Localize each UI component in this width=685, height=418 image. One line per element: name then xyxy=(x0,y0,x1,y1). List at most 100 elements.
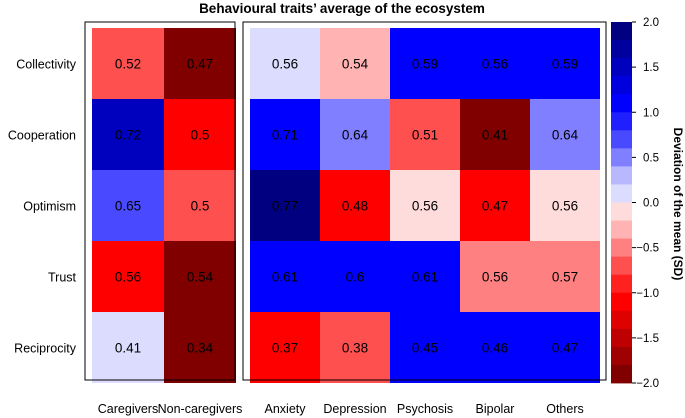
column-label: Anxiety xyxy=(265,402,307,416)
heatmap-cell xyxy=(530,241,600,312)
cell-value-label: 0.56 xyxy=(482,57,508,72)
heatmap-cell xyxy=(164,99,236,170)
cell-value-label: 0.37 xyxy=(272,341,298,356)
cell-value-label: 0.5 xyxy=(191,128,210,143)
colorbar-segment xyxy=(611,274,632,294)
colorbar-segment xyxy=(611,130,632,149)
heatmap-cell xyxy=(164,312,236,383)
row-label: Reciprocity xyxy=(14,342,77,356)
cell-value-label: 0.38 xyxy=(342,341,368,356)
cell-value-label: 0.59 xyxy=(552,57,578,72)
heatmap-cell xyxy=(390,28,460,99)
cell-value-label: 0.56 xyxy=(115,270,141,285)
colorbar-segment xyxy=(611,40,632,59)
colorbar-tick-label: 2.0 xyxy=(643,17,659,29)
cell-value-label: 0.61 xyxy=(412,270,438,285)
heatmap-cell xyxy=(320,241,390,312)
heatmap-cell xyxy=(460,28,530,99)
colorbar-segment xyxy=(611,364,632,384)
cell-value-label: 0.72 xyxy=(115,128,141,143)
cell-value-label: 0.51 xyxy=(412,128,438,143)
colorbar-tick-label: −0.5 xyxy=(636,243,659,255)
heatmap-cell xyxy=(530,28,600,99)
column-label: Psychosis xyxy=(397,402,453,416)
row-label: Collectivity xyxy=(16,58,76,72)
cell-value-label: 0.48 xyxy=(342,199,368,214)
colorbar-segment xyxy=(611,346,632,366)
heatmap-cell xyxy=(250,99,320,170)
colorbar-segment xyxy=(611,148,632,167)
cell-value-label: 0.46 xyxy=(482,341,508,356)
cell-value-label: 0.52 xyxy=(115,57,141,72)
colorbar-segment xyxy=(611,310,632,330)
cell-value-label: 0.65 xyxy=(115,199,141,214)
cell-value-label: 0.34 xyxy=(187,341,214,356)
heatmap-cell xyxy=(460,312,530,383)
heatmap-cell xyxy=(320,28,390,99)
column-label: Bipolar xyxy=(476,402,515,416)
colorbar-segment xyxy=(611,256,632,276)
heatmap-cell xyxy=(92,28,164,99)
row-labels: Collectivity Cooperation Optimism Trust Reci… xyxy=(8,58,77,356)
colorbar-segment xyxy=(611,328,632,348)
row-label: Cooperation xyxy=(8,129,76,143)
heatmap-cell xyxy=(320,312,390,383)
heatmap-cell xyxy=(320,170,390,241)
colorbar-tick-label: 1.5 xyxy=(643,62,659,74)
heatmap-cell xyxy=(92,312,164,383)
heatmap-cell xyxy=(164,170,236,241)
heatmap-cell xyxy=(460,170,530,241)
row-label: Trust xyxy=(48,271,77,285)
heatmap-cell xyxy=(320,99,390,170)
colorbar-segment xyxy=(611,94,632,113)
colorbar-label: Deviation of the mean (SD) xyxy=(671,128,685,281)
column-labels: Caregivers Non-caregivers Anxiety Depressio… xyxy=(98,402,584,416)
chart-title: Behavioural traits’ average of the ecosy… xyxy=(199,1,485,16)
cell-value-label: 0.6 xyxy=(346,270,365,285)
cell-value-label: 0.56 xyxy=(552,199,578,214)
colorbar-segment xyxy=(611,76,632,95)
heatmap-cell xyxy=(164,28,236,99)
colorbar-segment xyxy=(611,166,632,185)
cell-value-label: 0.71 xyxy=(272,128,298,143)
panel-frame xyxy=(242,21,607,381)
cell-value-label: 0.47 xyxy=(482,199,508,214)
colorbar: 2.0 1.5 1.0 0.5 0.0 −0.5 −1.0 −1.5 −2.0 xyxy=(611,17,659,390)
cell-value-label: 0.64 xyxy=(342,128,369,143)
cell-value-label: 0.45 xyxy=(412,341,438,356)
heatmap-cell xyxy=(390,312,460,383)
heatmap-cell xyxy=(390,170,460,241)
colorbar-segment xyxy=(611,112,632,131)
column-label: Depression xyxy=(323,402,386,416)
colorbar-segment xyxy=(611,58,632,77)
colorbar-segment xyxy=(611,220,632,239)
heatmap-cell xyxy=(92,241,164,312)
cell-value-label: 0.41 xyxy=(115,341,141,356)
colorbar-segment xyxy=(611,292,632,312)
colorbar-segment xyxy=(611,22,632,41)
column-label: Others xyxy=(546,402,584,416)
heatmap-cell xyxy=(250,312,320,383)
colorbar-tick-label: 1.0 xyxy=(643,107,659,119)
heatmap-cell xyxy=(530,170,600,241)
colorbar-tick-label: 0.0 xyxy=(643,198,659,210)
cell-value-label: 0.56 xyxy=(272,57,298,72)
cell-value-label: 0.56 xyxy=(412,199,438,214)
cell-value-label: 0.47 xyxy=(187,57,213,72)
heatmap-cell xyxy=(460,241,530,312)
heatmap-cell xyxy=(250,28,320,99)
heatmap-cell xyxy=(92,170,164,241)
heatmap-cell xyxy=(250,241,320,312)
cell-value-label: 0.54 xyxy=(187,270,214,285)
colorbar-tick-label: −1.0 xyxy=(636,288,659,300)
cell-value-label: 0.47 xyxy=(552,341,578,356)
colorbar-tick-label: 0.5 xyxy=(643,152,659,164)
heatmap-cells: 0.52 0.47 0.72 0.5 0.65 0.5 0.56 0.54 0.41 0.34 0.… xyxy=(92,28,600,383)
heatmap-cell xyxy=(390,241,460,312)
colorbar-tick-label: −1.5 xyxy=(636,333,659,345)
panel-frames xyxy=(84,21,607,381)
row-label: Optimism xyxy=(23,200,76,214)
heatmap-cell xyxy=(530,312,600,383)
column-label: Caregivers xyxy=(98,402,158,416)
